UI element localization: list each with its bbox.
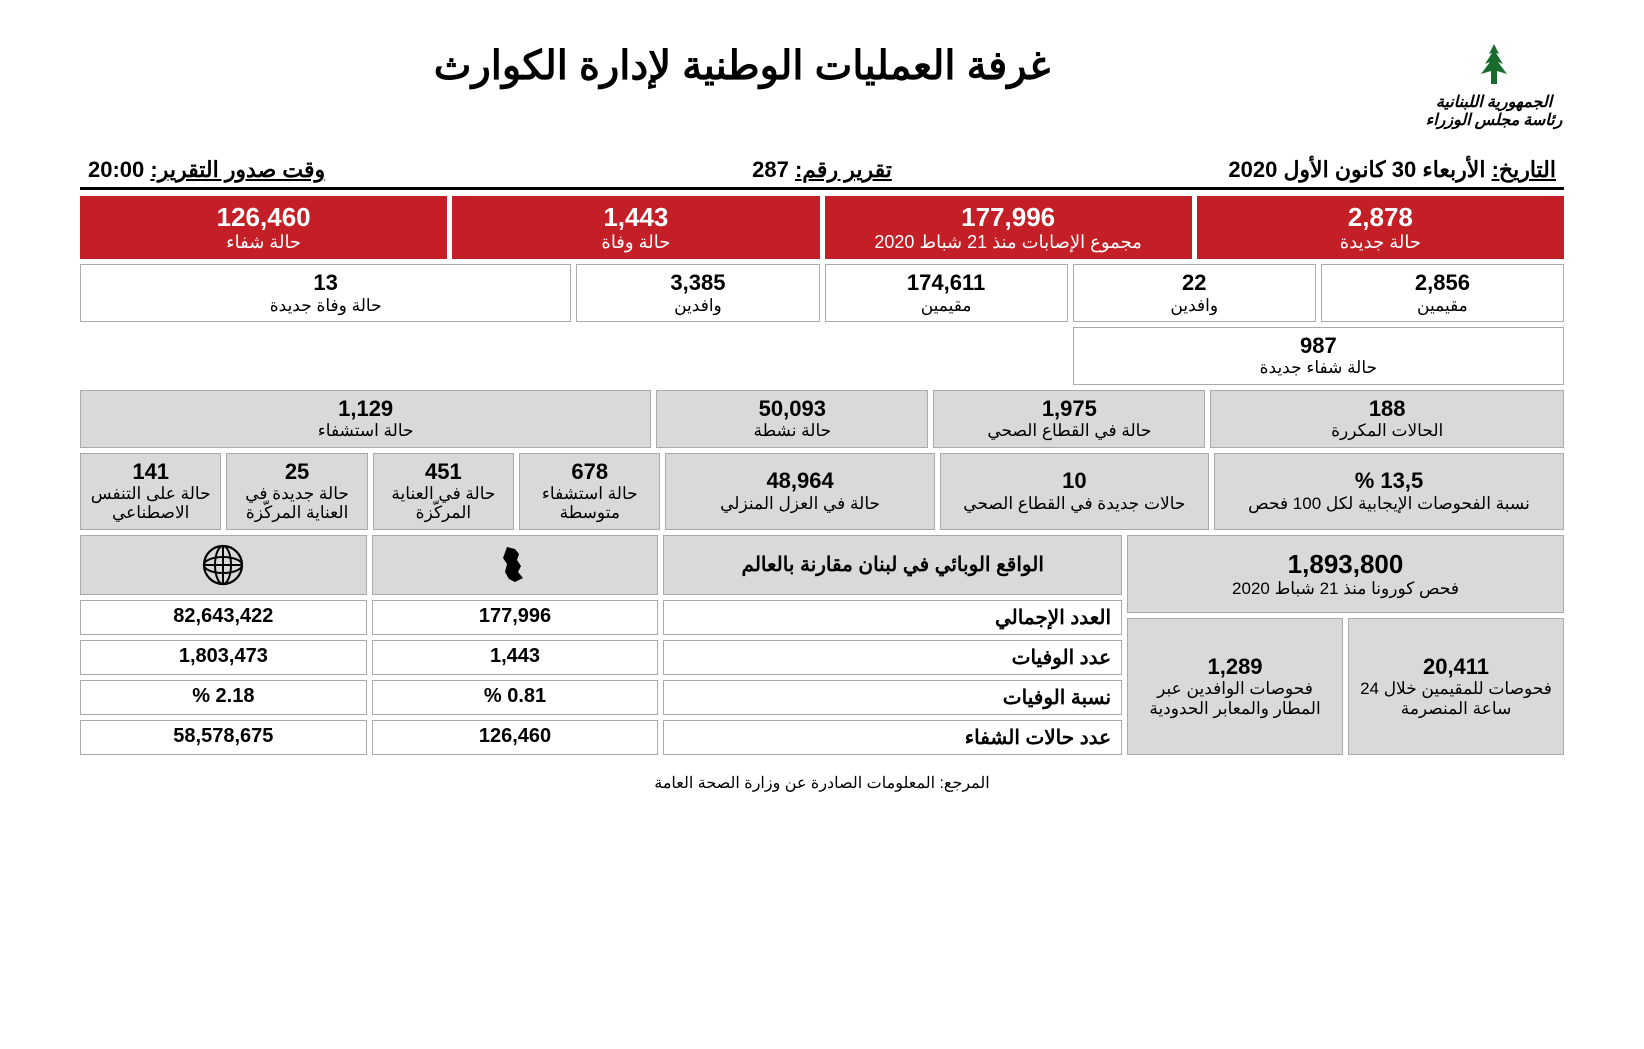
comp-row-label: نسبة الوفيات	[663, 680, 1122, 715]
red-row: 2,878 حالة جديدة 177,996 مجموع الإصابات …	[80, 196, 1564, 259]
stat-recovered: 126,460 حالة شفاء	[80, 196, 447, 259]
cedar-icon	[1469, 40, 1519, 90]
tests-total: 1,893,800 فحص كورونا منذ 21 شباط 2020	[1127, 535, 1564, 613]
stat-active: 50,093 حالة نشطة	[656, 390, 928, 448]
stat-total-cases: 177,996 مجموع الإصابات منذ 21 شباط 2020	[825, 196, 1192, 259]
comparison-table: العدد الإجمالي 177,996 82,643,422 عدد ال…	[80, 600, 1122, 755]
comp-lebanon: 1,443	[372, 640, 659, 675]
sub-new-deaths: 13 حالة وفاة جديدة	[80, 264, 571, 322]
stat-health-sector: 1,975 حالة في القطاع الصحي	[933, 390, 1205, 448]
comp-lebanon: 126,460	[372, 720, 659, 755]
stat-deaths: 1,443 حالة وفاة	[452, 196, 819, 259]
comp-row-label: عدد حالات الشفاء	[663, 720, 1122, 755]
lebanon-map-icon	[485, 544, 545, 586]
tests-residents: 20,411 فحوصات للمقيمين خلال 24 ساعة المن…	[1348, 618, 1564, 755]
stat-positivity: 13,5 % نسبة الفحوصات الإيجابية لكل 100 ف…	[1214, 453, 1564, 530]
gov-logo: الجمهورية اللبنانية رئاسة مجلس الوزراء	[1424, 40, 1564, 129]
title-block: غرفة العمليات الوطنية لإدارة الكوارث	[80, 40, 1404, 92]
comparison-title: الواقع الوبائي في لبنان مقارنة بالعالم	[663, 535, 1122, 595]
stat-icu: 451 حالة في العناية المركّزة	[373, 453, 514, 530]
sub-residents-total: 174,611 مقيمين	[825, 264, 1068, 322]
meta-date: التاريخ: الأربعاء 30 كانون الأول 2020	[1069, 153, 1564, 187]
sub-arrivals-total: 3,385 وافدين	[576, 264, 819, 322]
stat-home-isolation: 48,964 حالة في العزل المنزلي	[665, 453, 934, 530]
sub-arrivals-new: 22 وافدين	[1073, 264, 1316, 322]
grey-row-1: 188 الحالات المكررة 1,975 حالة في القطاع…	[80, 390, 1564, 448]
comp-world: 82,643,422	[80, 600, 367, 635]
comparison-block: الواقع الوبائي في لبنان مقارنة بالعالم ا…	[80, 535, 1122, 755]
header: الجمهورية اللبنانية رئاسة مجلس الوزراء غ…	[80, 40, 1564, 129]
stat-new-icu: 25 حالة جديدة في العناية المركّزة	[226, 453, 367, 530]
lebanon-icon-cell	[372, 535, 659, 595]
globe-icon-cell	[80, 535, 367, 595]
comp-world: 2.18 %	[80, 680, 367, 715]
grey-row-2: 13,5 % نسبة الفحوصات الإيجابية لكل 100 ف…	[80, 453, 1564, 530]
lower-section: 1,893,800 فحص كورونا منذ 21 شباط 2020 20…	[80, 535, 1564, 755]
logo-line2: رئاسة مجلس الوزراء	[1424, 112, 1564, 130]
sub-residents-new: 2,856 مقيمين	[1321, 264, 1564, 322]
meta-row: التاريخ: الأربعاء 30 كانون الأول 2020 تق…	[80, 153, 1564, 190]
stat-moderate-hosp: 678 حالة استشفاء متوسطة	[519, 453, 660, 530]
globe-icon	[200, 542, 246, 588]
comp-world: 58,578,675	[80, 720, 367, 755]
page-title: غرفة العمليات الوطنية لإدارة الكوارث	[80, 40, 1404, 92]
stat-new-health-sector: 10 حالات جديدة في القطاع الصحي	[940, 453, 1209, 530]
dashboard-grid: 2,878 حالة جديدة 177,996 مجموع الإصابات …	[80, 196, 1564, 530]
meta-report: تقرير رقم: 287	[575, 153, 1070, 187]
stat-repeated: 188 الحالات المكررة	[1210, 390, 1564, 448]
meta-time: وقت صدور التقرير: 20:00	[80, 153, 575, 187]
comp-lebanon: 177,996	[372, 600, 659, 635]
tests-arrivals: 1,289 فحوصات الوافدين عبر المطار والمعاب…	[1127, 618, 1343, 755]
logo-line1: الجمهورية اللبنانية	[1424, 94, 1564, 112]
comp-lebanon: 0.81 %	[372, 680, 659, 715]
stat-ventilator: 141 حالة على التنفس الاصطناعي	[80, 453, 221, 530]
stat-new-cases: 2,878 حالة جديدة	[1197, 196, 1564, 259]
comp-world: 1,803,473	[80, 640, 367, 675]
comp-row-label: العدد الإجمالي	[663, 600, 1122, 635]
stat-hospitalized: 1,129 حالة استشفاء	[80, 390, 651, 448]
comp-row-label: عدد الوفيات	[663, 640, 1122, 675]
footer-source: المرجع: المعلومات الصادرة عن وزارة الصحة…	[80, 773, 1564, 793]
sub-new-recovered: 987 حالة شفاء جديدة	[1073, 327, 1564, 385]
sub-row: 2,856 مقيمين 22 وافدين 174,611 مقيمين 3,…	[80, 264, 1564, 384]
tests-column: 1,893,800 فحص كورونا منذ 21 شباط 2020 20…	[1127, 535, 1564, 755]
